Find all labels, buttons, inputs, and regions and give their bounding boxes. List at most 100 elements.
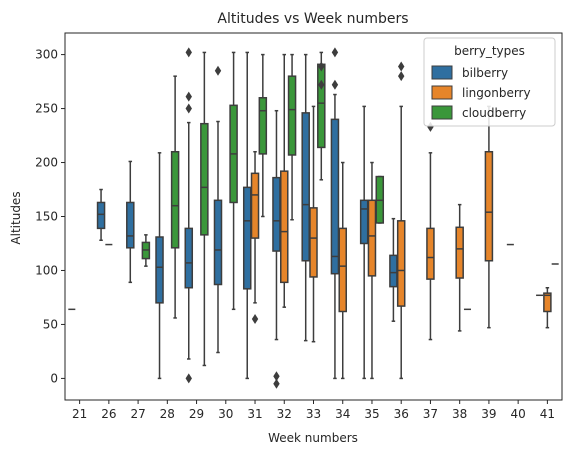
iqr-box xyxy=(367,199,377,277)
iqr-box xyxy=(389,254,398,288)
legend-frame xyxy=(423,37,556,127)
iqr-box xyxy=(484,150,494,262)
x-tick-label: 34 xyxy=(335,407,350,421)
x-tick-label: 32 xyxy=(277,407,292,421)
box-cloudberry-week-29 xyxy=(200,51,209,367)
iqr-box xyxy=(309,207,318,278)
iqr-box xyxy=(170,150,180,249)
iqr-box xyxy=(287,75,297,156)
iqr-box xyxy=(242,186,252,290)
x-tick-label: 27 xyxy=(130,407,145,421)
box-bilberry-week-31 xyxy=(242,51,252,380)
x-tick-label: 36 xyxy=(394,407,409,421)
outlier-point xyxy=(318,79,325,90)
legend-swatch-bilberry xyxy=(431,65,453,80)
x-tick-label: 39 xyxy=(481,407,496,421)
iqr-box xyxy=(155,236,164,304)
iqr-box xyxy=(359,199,369,245)
y-axis-label: Altitudes xyxy=(9,191,23,244)
box-cloudberry-week-33 xyxy=(317,51,326,181)
x-tick-label: 41 xyxy=(540,407,555,421)
iqr-box xyxy=(184,227,194,289)
outlier-point xyxy=(331,47,339,58)
box-cloudberry-week-35 xyxy=(375,175,385,224)
legend-entry-bilberry: bilberry xyxy=(462,66,508,80)
chart-title: Altitudes vs Week numbers xyxy=(217,11,408,27)
x-tick-label: 37 xyxy=(423,407,438,421)
y-tick-label: 300 xyxy=(35,48,58,62)
box-lingonberry-week-34 xyxy=(338,161,347,380)
box-lingonberry-week-38 xyxy=(455,203,464,332)
legend-title: berry_types xyxy=(454,44,525,58)
box-bilberry-week-27 xyxy=(126,160,135,284)
box-lingonberry-week-36 xyxy=(396,61,406,380)
iqr-box xyxy=(280,170,289,284)
iqr-box xyxy=(301,112,310,262)
box-lingonberry-week-41 xyxy=(543,286,552,329)
iqr-box xyxy=(338,227,347,313)
iqr-box xyxy=(96,201,106,230)
iqr-box xyxy=(330,118,340,275)
box-bilberry-week-35 xyxy=(359,105,369,380)
y-tick-label: 50 xyxy=(43,317,58,331)
iqr-box xyxy=(543,292,552,313)
x-tick-label: 21 xyxy=(72,407,87,421)
outlier-point xyxy=(398,71,405,82)
y-tick-label: 0 xyxy=(50,371,58,385)
x-tick-label: 35 xyxy=(364,407,379,421)
x-tick-label: 40 xyxy=(511,407,526,421)
iqr-box xyxy=(272,176,281,252)
outlier-point xyxy=(185,47,192,58)
legend-swatch-cloudberry xyxy=(431,105,453,120)
outlier-point xyxy=(398,61,405,72)
outlier-point xyxy=(214,65,222,76)
legend: berry_types bilberry lingonberry cloudberry xyxy=(423,37,556,127)
x-tick-label: 38 xyxy=(452,407,467,421)
legend-swatch-lingonberry xyxy=(431,85,453,100)
box-lingonberry-week-32 xyxy=(280,53,289,308)
iqr-box xyxy=(213,199,223,286)
box-bilberry-week-28 xyxy=(155,152,164,380)
plot-area: 0 50 100 150 200 250 300 21 26 27 28 29 30 31 32 33 34 35… xyxy=(35,32,563,421)
box-cloudberry-week-27 xyxy=(141,234,151,267)
iqr-box xyxy=(250,172,260,239)
iqr-box xyxy=(126,201,135,249)
outlier-point xyxy=(251,314,259,325)
iqr-box xyxy=(426,227,435,280)
box-bilberry-week-26 xyxy=(96,188,106,241)
box-lingonberry-week-31 xyxy=(250,150,260,325)
iqr-box xyxy=(396,220,406,307)
x-tick-label: 31 xyxy=(247,407,262,421)
iqr-box xyxy=(200,122,209,236)
iqr-box xyxy=(455,226,464,279)
outlier-point xyxy=(318,61,325,72)
x-axis-label: Week numbers xyxy=(268,431,358,445)
legend-entry-lingonberry: lingonberry xyxy=(462,86,531,100)
box-lingonberry-week-35 xyxy=(367,161,377,380)
outlier-point xyxy=(185,373,192,384)
box-cloudberry-week-32 xyxy=(287,53,297,221)
legend-entry-cloudberry: cloudberry xyxy=(462,106,526,120)
outlier-point xyxy=(273,378,280,389)
box-lingonberry-week-39 xyxy=(484,105,494,329)
box-cloudberry-week-28 xyxy=(170,75,180,319)
box-bilberry-week-34 xyxy=(330,47,340,380)
box-lingonberry-week-33 xyxy=(309,105,318,343)
x-tick-label: 26 xyxy=(101,407,116,421)
iqr-box xyxy=(317,63,326,149)
iqr-box xyxy=(258,97,268,155)
y-tick-label: 200 xyxy=(35,156,58,170)
outlier-point xyxy=(185,103,192,114)
y-tick-label: 250 xyxy=(35,102,58,116)
x-tick-label: 33 xyxy=(306,407,321,421)
outlier-point xyxy=(185,91,192,102)
box-bilberry-week-36 xyxy=(389,217,398,322)
x-tick-label: 28 xyxy=(160,407,175,421)
x-tick-label: 29 xyxy=(189,407,204,421)
y-tick-label: 150 xyxy=(35,210,58,224)
box-bilberry-week-33 xyxy=(301,53,310,342)
outlier-point xyxy=(273,371,280,382)
box-bilberry-week-30 xyxy=(213,65,223,354)
x-tick-label: 30 xyxy=(218,407,233,421)
